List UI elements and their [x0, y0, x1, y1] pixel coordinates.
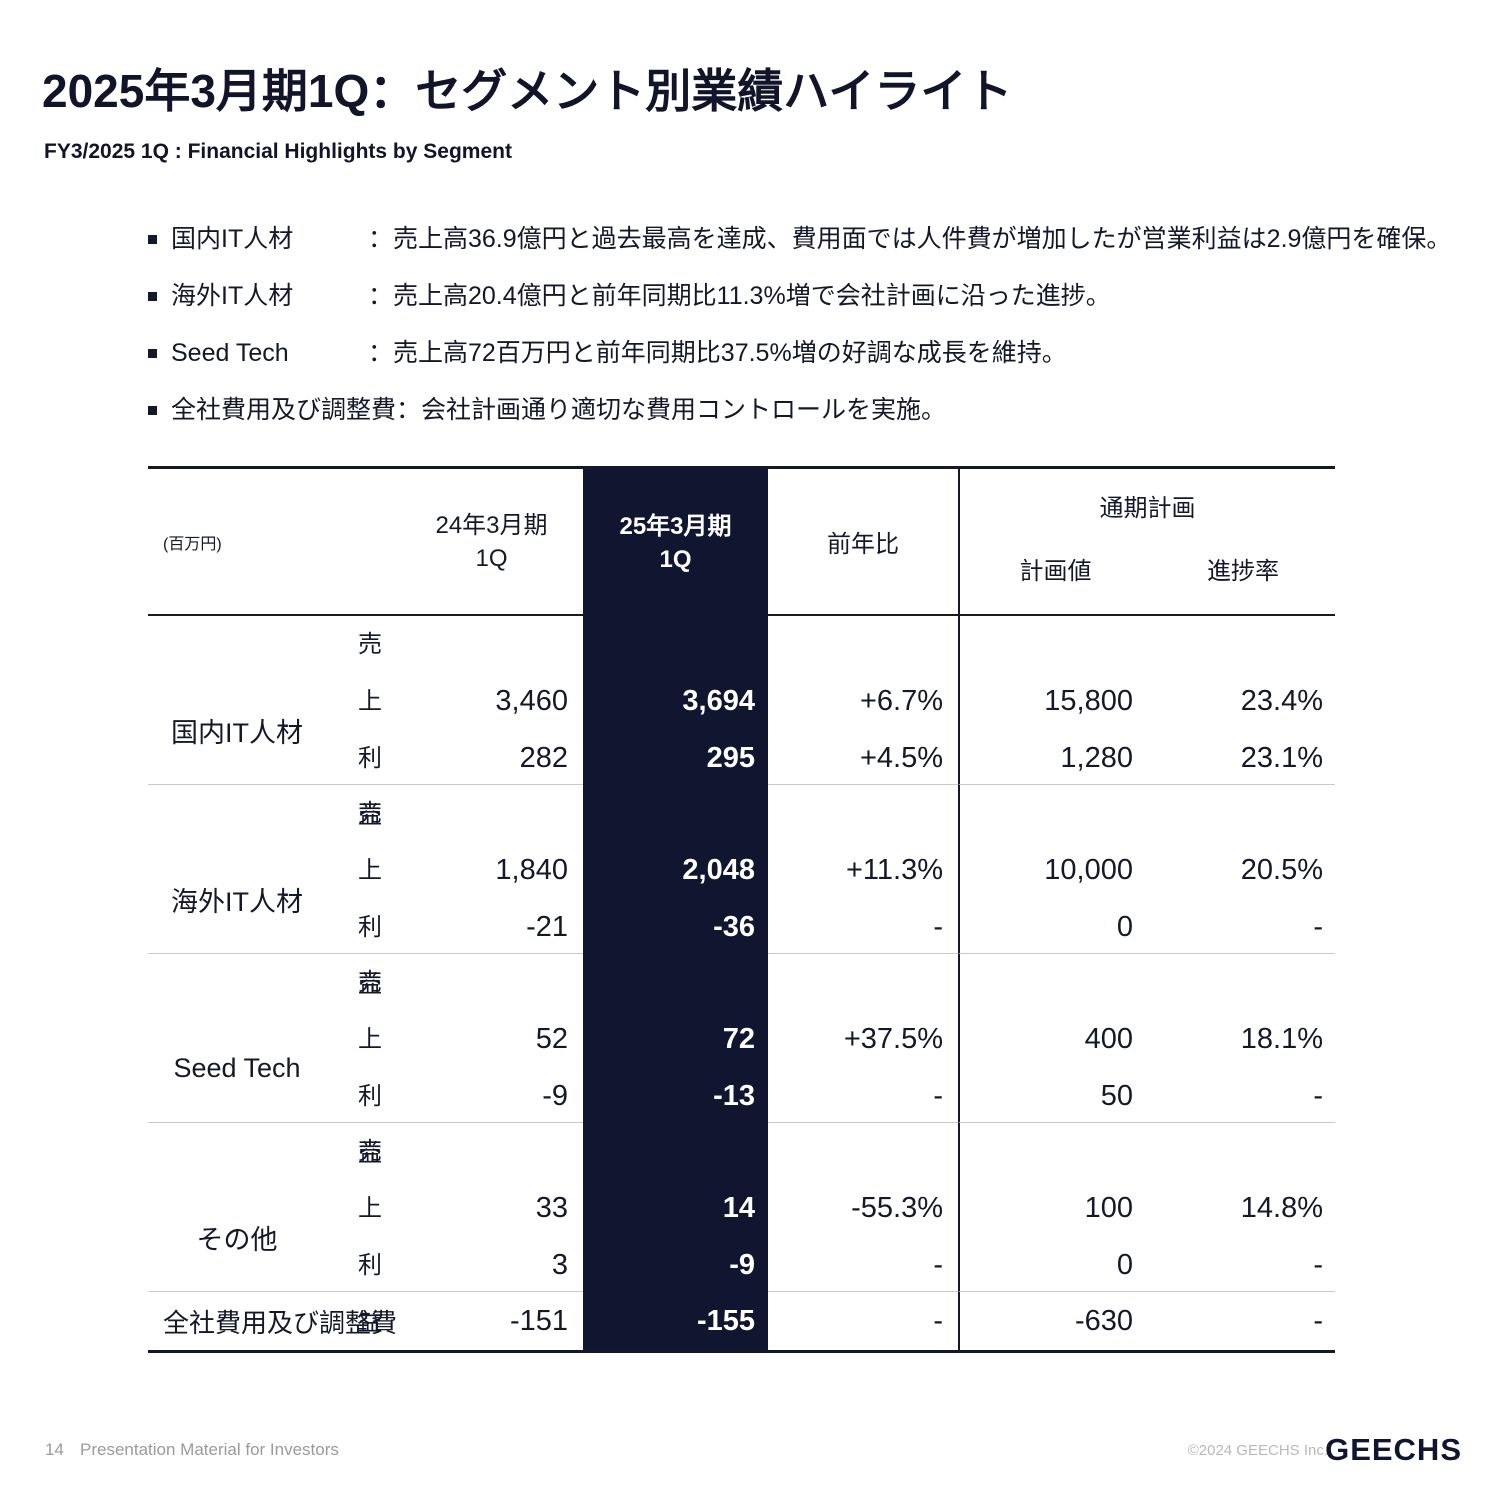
- cell-plan: 10,000 0: [958, 784, 1150, 1013]
- cell-progress: -: [1150, 1291, 1335, 1350]
- bullet-domestic-it: 国内IT人材 ：売上高36.9億円と過去最高を達成、費用面では人件費が増加したが…: [148, 226, 1468, 253]
- metric-labels: 売上 利益: [350, 616, 400, 844]
- segment-name: Seed Tech: [148, 953, 350, 1182]
- column-header-prev-line1: 24年3月期: [435, 511, 548, 539]
- column-header-plan: 計画値: [1019, 558, 1092, 585]
- column-group-full-year-plan: 通期計画 計画値 進捗率: [958, 469, 1335, 616]
- column-header-curr-line1: 25年3月期: [619, 512, 732, 540]
- bullet-seed-tech: Seed Tech ：売上高72百万円と前年同期比37.5%増の好調な成長を維持…: [148, 340, 1468, 367]
- bullet-text: ：売上高36.9億円と過去最高を達成、費用面では人件費が増加したが営業利益は2.…: [368, 225, 1452, 253]
- bullet-square-icon: [148, 406, 157, 415]
- cell-yoy: -55.3% -: [768, 1122, 958, 1351]
- header-spacer: [350, 469, 400, 616]
- footer-label: Presentation Material for Investors: [80, 1440, 339, 1459]
- adjustment-label: 全社費用及び調整費: [148, 1291, 400, 1350]
- bullet-label: 海外IT人材: [171, 282, 294, 310]
- cell-plan: 400 50: [958, 953, 1150, 1182]
- table-row-domestic-it: 国内IT人材 売上 利益 3,460 282 3,694 295 +6.7% +…: [148, 616, 1335, 844]
- copyright-text: ©2024 GEECHS Inc.: [1187, 1442, 1328, 1459]
- cell-plan: 100 0: [958, 1122, 1150, 1351]
- segment-name: 国内IT人材: [171, 717, 303, 748]
- table-row-adjustment: 全社費用及び調整費 -151 -155 - -630 -: [148, 1291, 1335, 1350]
- bullet-square-icon: [148, 349, 157, 358]
- column-header-progress: 進捗率: [1206, 558, 1279, 585]
- geechs-logo: GEECHS: [1325, 1432, 1462, 1467]
- metric-label-sales: 売上: [358, 1138, 382, 1222]
- page-subtitle: FY3/2025 1Q : Financial Highlights by Se…: [44, 140, 512, 163]
- cell-prev: 1,840 -21: [400, 784, 583, 1013]
- footer: 14 Presentation Material for Investors ©…: [0, 1432, 1500, 1477]
- metric-label-sales: 売上: [358, 800, 382, 884]
- table-row-other: その他 売上 利益 33 3 14 -9 -55.3% - 100 0: [148, 1122, 1335, 1351]
- bullet-adjustment: 全社費用及び調整費 ：会社計画通り適切な費用コントロールを実施。: [148, 397, 1468, 424]
- bullet-square-icon: [148, 292, 157, 301]
- cell-current: -155: [583, 1291, 768, 1350]
- page-title: 2025年3月期1Q：セグメント別業績ハイライト: [42, 65, 1013, 117]
- metric-label-profit: 利益: [358, 1083, 382, 1167]
- column-group-title: 通期計画: [1099, 495, 1196, 522]
- metric-label-profit: 利益: [358, 745, 382, 829]
- unit-label: (百万円): [148, 469, 350, 616]
- cell-prev: 52 -9: [400, 953, 583, 1182]
- segment-results-table: (百万円) 24年3月期 1Q 25年3月期 1Q 前年比 通期計画 計画値 進…: [148, 466, 1335, 1353]
- cell-progress: 18.1% -: [1150, 953, 1335, 1182]
- cell-plan: -630: [958, 1291, 1150, 1350]
- metric-label-sales: 売上: [358, 631, 382, 715]
- bullet-square-icon: [148, 235, 157, 244]
- bullet-label: Seed Tech: [171, 339, 289, 367]
- table-header-row: (百万円) 24年3月期 1Q 25年3月期 1Q 前年比 通期計画 計画値 進…: [148, 469, 1335, 616]
- cell-yoy: +6.7% +4.5%: [859, 685, 943, 774]
- metric-label-profit: 利益: [358, 1252, 382, 1336]
- cell-progress: 23.4% 23.1%: [1240, 685, 1323, 774]
- column-header-prev-line2: 1Q: [475, 544, 508, 572]
- column-group-subheaders: 計画値 進捗率: [960, 555, 1335, 589]
- highlight-bullets: 国内IT人材 ：売上高36.9億円と過去最高を達成、費用面では人件費が増加したが…: [148, 226, 1468, 454]
- cell-yoy: +11.3% -: [768, 784, 958, 1013]
- metric-label-sales: 売上: [358, 969, 382, 1053]
- cell-prev: 33 3: [400, 1122, 583, 1351]
- column-header-yoy: 前年比: [768, 469, 958, 616]
- metric-labels: 売上 利益: [350, 1122, 400, 1351]
- metric-labels: 売上 利益: [350, 784, 400, 1013]
- metric-labels: 売上 利益: [350, 953, 400, 1182]
- bullet-text: ：売上高20.4億円と前年同期比11.3%増で会社計画に沿った進捗。: [368, 282, 1111, 310]
- column-header-current-quarter: 25年3月期 1Q: [583, 469, 768, 616]
- page-number: 14: [45, 1440, 64, 1459]
- table-row-seed-tech: Seed Tech 売上 利益 52 -9 72 -13 +37.5% - 40…: [148, 953, 1335, 1182]
- cell-plan: 15,800 1,280: [958, 616, 1150, 844]
- cell-yoy: -: [768, 1291, 958, 1350]
- bullet-text: ：会社計画通り適切な費用コントロールを実施。: [396, 396, 947, 424]
- segment-name: その他: [148, 1122, 350, 1351]
- segment-name: 海外IT人材: [148, 784, 350, 1013]
- cell-prev: -151: [400, 1291, 583, 1350]
- table-row-overseas-it: 海外IT人材 売上 利益 1,840 -21 2,048 -36 +11.3% …: [148, 784, 1335, 1013]
- cell-prev: 3,460 282: [495, 685, 568, 774]
- bullet-label: 全社費用及び調整費: [171, 396, 397, 424]
- bullet-text: ：売上高72百万円と前年同期比37.5%増の好調な成長を維持。: [368, 339, 1067, 367]
- bullet-label: 国内IT人材: [171, 225, 294, 253]
- column-header-prev-quarter: 24年3月期 1Q: [400, 469, 583, 616]
- metric-label-profit: 利益: [358, 914, 382, 998]
- cell-progress: 20.5% -: [1150, 784, 1335, 1013]
- cell-progress: 14.8% -: [1150, 1122, 1335, 1351]
- bullet-overseas-it: 海外IT人材 ：売上高20.4億円と前年同期比11.3%増で会社計画に沿った進捗…: [148, 283, 1468, 310]
- column-header-curr-line2: 1Q: [659, 545, 692, 573]
- cell-yoy: +37.5% -: [768, 953, 958, 1182]
